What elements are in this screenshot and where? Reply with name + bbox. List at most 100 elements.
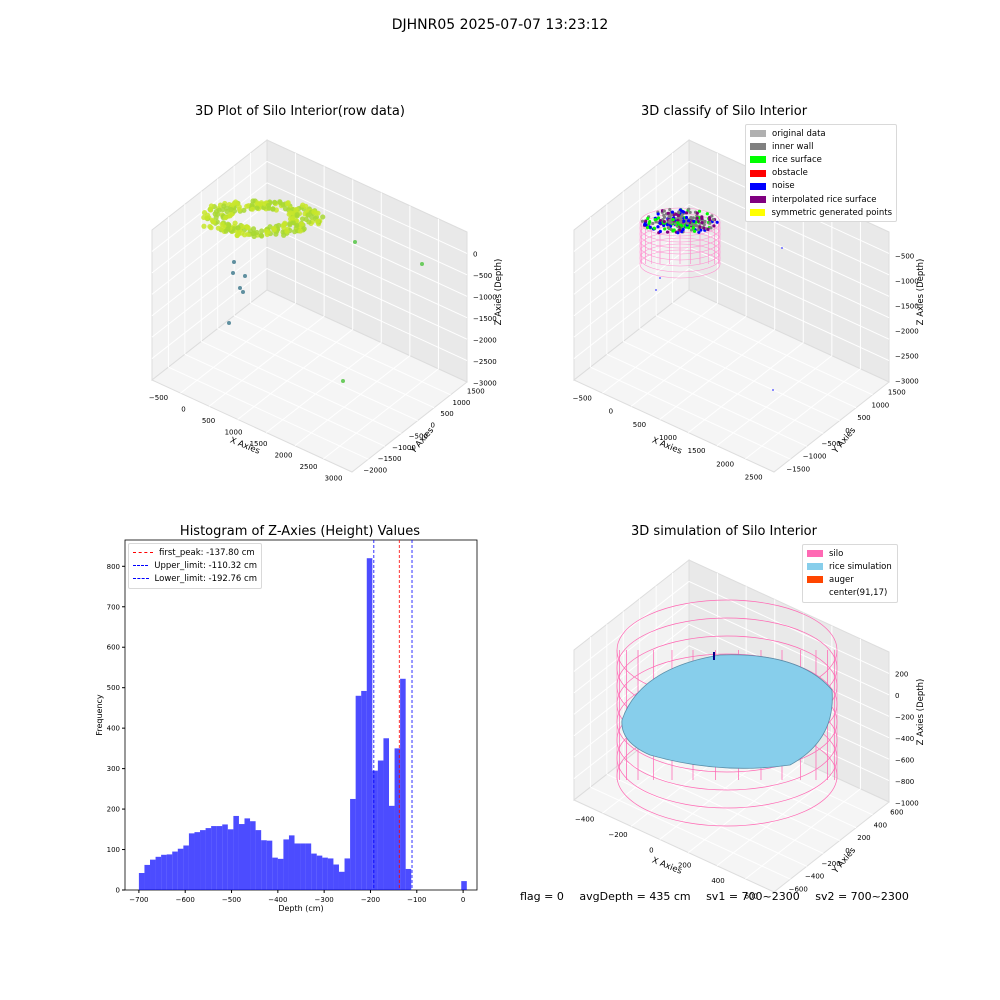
- z-tick-label: −3000: [473, 379, 497, 387]
- z-tick-label: −600: [895, 756, 914, 764]
- raw-data-3d-axes: −500050010001500200025003000150010005000…: [149, 138, 504, 482]
- grid-line: [151, 268, 268, 359]
- scatter-point: [676, 213, 681, 218]
- scatter-point: [666, 226, 670, 230]
- z-tick-label: −2500: [473, 358, 497, 366]
- scatter-point: [656, 212, 660, 216]
- scatter-point: [688, 210, 692, 215]
- grid-line: [250, 302, 451, 396]
- scatter-point: [653, 217, 657, 222]
- scatter-point: [662, 209, 666, 213]
- scatter-point: [227, 213, 233, 219]
- histogram-bar: [283, 839, 289, 890]
- legend-entry: original data: [750, 127, 892, 140]
- scatter-point: [303, 203, 309, 209]
- x-tick-label: 3000: [325, 474, 343, 482]
- histogram-bar: [294, 843, 301, 890]
- y-tick-label: 400: [874, 821, 887, 829]
- legend-label: rice surface: [772, 154, 822, 165]
- rice-surface: [621, 654, 833, 769]
- z-tick-label: −200: [895, 714, 914, 722]
- scatter-point: [298, 221, 305, 227]
- scatter-point: [658, 218, 662, 223]
- histogram-bar: [166, 854, 173, 890]
- scatter-point: [232, 260, 236, 264]
- grid-line: [687, 342, 804, 433]
- histogram-bar: [288, 835, 295, 890]
- grid-line: [606, 773, 808, 867]
- legend-label: inner wall: [772, 141, 814, 152]
- scatter-point: [276, 222, 282, 229]
- histogram-bar: [266, 840, 273, 890]
- scatter-point: [309, 214, 315, 220]
- scatter-point: [341, 379, 345, 383]
- y-tick-label: 100: [107, 846, 120, 854]
- scatter-point: [708, 218, 712, 222]
- x-tick-label: −500: [222, 896, 241, 904]
- histogram-bar: [350, 798, 356, 890]
- scatter-point: [692, 219, 696, 223]
- z-tick-label: −1000: [895, 799, 919, 807]
- x-tick-label: 500: [202, 417, 215, 425]
- scatter-point: [656, 225, 660, 229]
- scatter-point: [648, 225, 652, 229]
- legend-entry: first_peak: -137.80 cm: [133, 546, 257, 559]
- scatter-point: [238, 286, 242, 290]
- y-tick-label: 1500: [888, 388, 906, 396]
- scatter-point: [698, 225, 702, 229]
- legend-entry: rice surface: [750, 153, 892, 166]
- grid-line: [639, 328, 840, 422]
- scatter-point: [239, 223, 246, 230]
- x-tick-label: 400: [711, 877, 724, 885]
- scatter-point: [250, 198, 256, 204]
- scatter-point: [652, 226, 656, 230]
- grid-line: [573, 645, 690, 737]
- grid-line: [573, 602, 690, 694]
- histogram-bar: [344, 858, 351, 890]
- scatter-point: [696, 228, 700, 232]
- flag-text: flag = 0: [520, 890, 564, 903]
- y-tick-label: −500: [409, 433, 428, 441]
- scatter-point: [282, 206, 289, 212]
- legend-entry: silo: [807, 547, 893, 560]
- scatter-point: [213, 208, 220, 215]
- scatter-point: [678, 228, 682, 232]
- scatter-point: [228, 206, 234, 213]
- scatter-point: [706, 227, 710, 231]
- grid-line: [655, 315, 857, 409]
- scatter-point: [678, 220, 683, 224]
- scatter-point: [286, 211, 292, 217]
- scatter-point: [640, 219, 645, 223]
- x-tick-label: 0: [649, 846, 653, 854]
- scatter-point: [659, 277, 661, 279]
- x-tick-label: 2500: [300, 463, 318, 471]
- legend-swatch: [750, 196, 766, 204]
- grid-line: [688, 182, 890, 276]
- scatter-point: [297, 228, 303, 234]
- scatter-point: [281, 232, 287, 238]
- scatter-point: [303, 216, 309, 222]
- histogram-bar: [188, 833, 195, 890]
- y-tick-label: 300: [107, 765, 120, 773]
- legend-label: first_peak: -137.80 cm: [159, 547, 255, 558]
- scatter-point: [241, 207, 247, 213]
- x-tick-label: −500: [149, 394, 168, 402]
- histogram-bar: [394, 748, 401, 890]
- legend-label: auger: [829, 574, 854, 585]
- scatter-point: [670, 210, 675, 214]
- grid-line: [623, 760, 824, 854]
- scatter-point: [236, 206, 243, 213]
- y-axis-label: Frequency: [95, 694, 104, 736]
- scatter-point: [671, 218, 675, 222]
- y-tick-label: 0: [116, 887, 120, 895]
- grid-line: [294, 355, 411, 447]
- histogram-bar: [155, 856, 162, 890]
- z-axis-label: Z Axies (Depth): [916, 259, 926, 326]
- legend-label: original data: [772, 128, 826, 139]
- legend-entry: Upper_limit: -110.32 cm: [133, 559, 257, 572]
- scatter-point: [684, 211, 689, 215]
- scatter-point: [265, 202, 272, 208]
- legend-entry: interpolated rice surface: [750, 193, 892, 206]
- z-tick-label: −400: [895, 735, 914, 743]
